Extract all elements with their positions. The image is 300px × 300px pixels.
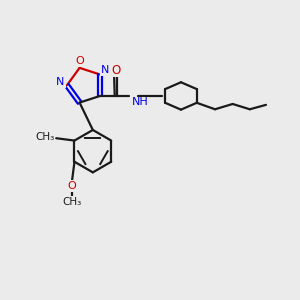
Text: CH₃: CH₃: [35, 132, 55, 142]
Text: O: O: [111, 64, 121, 76]
Text: O: O: [75, 56, 84, 66]
Text: NH: NH: [132, 98, 148, 107]
Text: N: N: [101, 65, 110, 75]
Text: O: O: [68, 181, 76, 191]
Text: CH₃: CH₃: [62, 197, 82, 207]
Text: N: N: [56, 77, 65, 87]
